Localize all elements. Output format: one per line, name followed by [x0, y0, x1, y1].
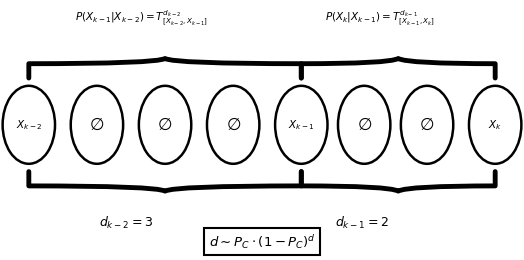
Text: $\varnothing$: $\varnothing$: [157, 116, 173, 134]
Ellipse shape: [139, 86, 191, 164]
Text: $\varnothing$: $\varnothing$: [89, 116, 105, 134]
Text: $P(X_k|X_{k-1}) = T^{d_{k-1}}_{[X_{k-1},X_k]}$: $P(X_k|X_{k-1}) = T^{d_{k-1}}_{[X_{k-1},…: [325, 8, 435, 28]
Text: $\varnothing$: $\varnothing$: [419, 116, 435, 134]
Ellipse shape: [275, 86, 328, 164]
Ellipse shape: [469, 86, 521, 164]
Text: $\varnothing$: $\varnothing$: [225, 116, 241, 134]
Text: $d_{k-2} = 3$: $d_{k-2} = 3$: [99, 214, 152, 231]
Text: $X_{k-1}$: $X_{k-1}$: [288, 118, 314, 132]
Ellipse shape: [207, 86, 259, 164]
Ellipse shape: [401, 86, 453, 164]
Text: $X_{k-2}$: $X_{k-2}$: [16, 118, 42, 132]
Text: $X_k$: $X_k$: [488, 118, 502, 132]
Text: $\varnothing$: $\varnothing$: [356, 116, 372, 134]
Ellipse shape: [3, 86, 55, 164]
Text: $d_{k-1} = 2$: $d_{k-1} = 2$: [335, 214, 388, 231]
Text: $d \sim P_C \cdot (1 - P_C)^d$: $d \sim P_C \cdot (1 - P_C)^d$: [209, 233, 315, 251]
Text: $P(X_{k-1}|X_{k-2}) = T^{d_{k-2}}_{[X_{k-2},X_{k-1}]}$: $P(X_{k-1}|X_{k-2}) = T^{d_{k-2}}_{[X_{k…: [75, 8, 208, 28]
Ellipse shape: [338, 86, 390, 164]
Ellipse shape: [71, 86, 123, 164]
